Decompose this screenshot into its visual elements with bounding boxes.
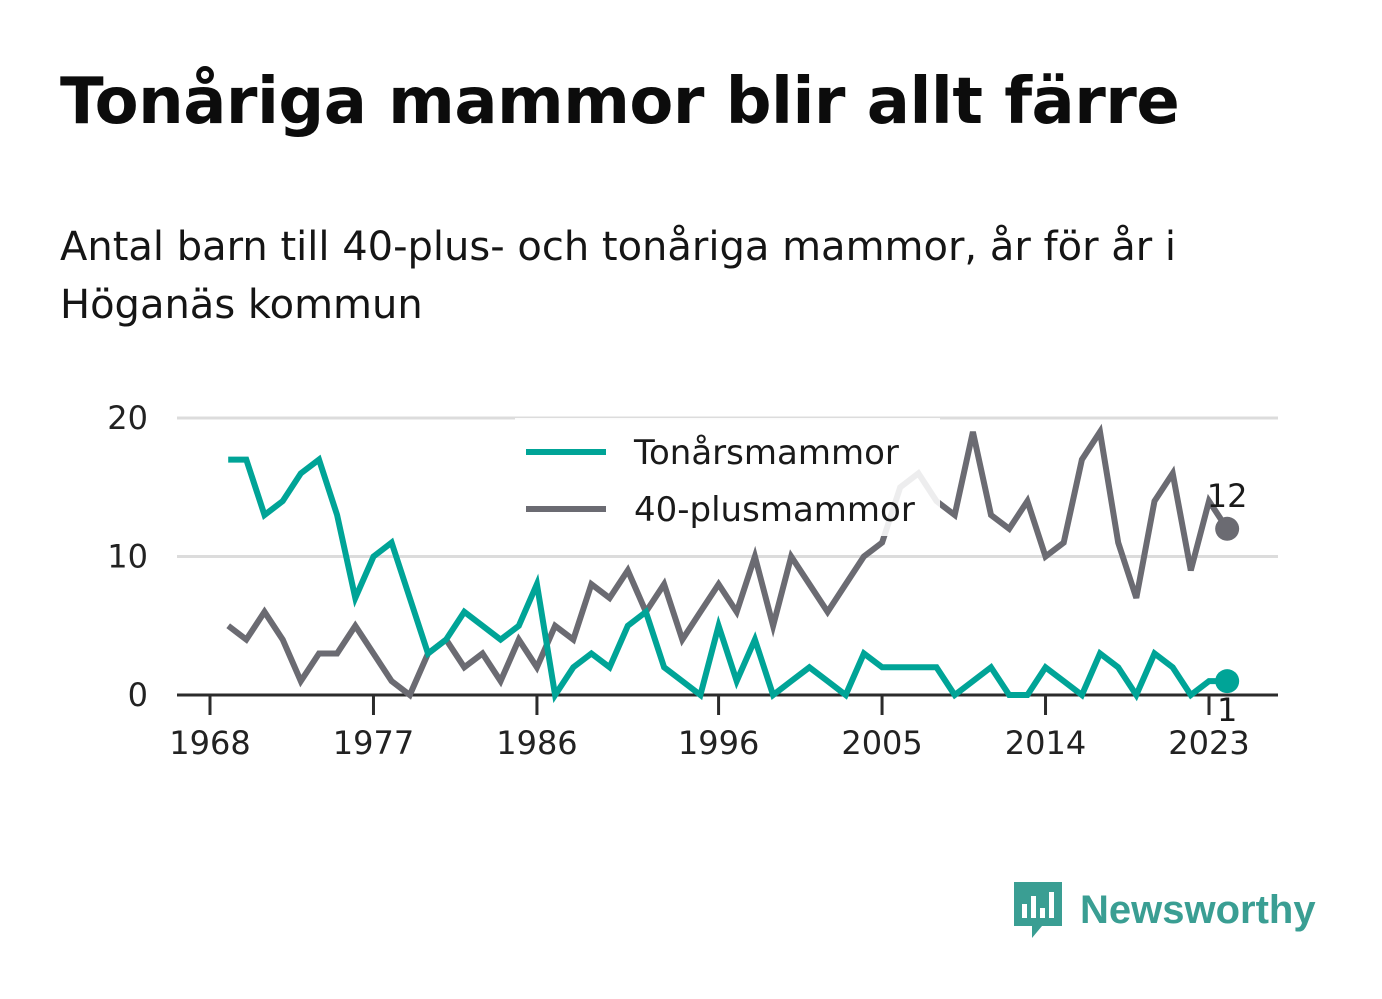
- legend-label: 40-plusmammor: [634, 490, 915, 530]
- end-point-marker: [1215, 669, 1240, 694]
- end-point-markers: 1 12: [1207, 477, 1248, 729]
- y-tick-label: 20: [107, 399, 148, 437]
- x-tick-label: 1977: [333, 724, 414, 762]
- x-tick-label: 2005: [841, 724, 922, 762]
- bar-chart-speech-bubble-icon: [1014, 882, 1062, 938]
- end-value-label: 12: [1207, 477, 1248, 515]
- x-tick-label: 2014: [1005, 724, 1086, 762]
- legend: Tonårsmammor 40-plusmammor: [515, 418, 940, 536]
- brand-logo: Newsworthy: [1012, 880, 1316, 940]
- brand-name: Newsworthy: [1080, 887, 1316, 932]
- legend-box: [515, 418, 940, 536]
- chart-title: Tonåriga mammor blir allt färre: [60, 65, 1180, 139]
- end-point-marker: [1215, 516, 1240, 541]
- chart-subtitle: Antal barn till 40-plus- och tonåriga ma…: [60, 224, 1177, 328]
- series-lines: [226, 423, 1230, 704]
- x-tick-label: 2023: [1168, 724, 1249, 762]
- y-axis-ticks: 0 10 20: [107, 399, 148, 714]
- x-axis: 1968 1977 1986 1996 2005 2014 2023: [169, 695, 1250, 762]
- y-tick-label: 0: [128, 676, 148, 714]
- series-line-40-plusmammor: [226, 423, 1230, 700]
- legend-label: Tonårsmammor: [633, 433, 899, 473]
- x-tick-label: 1996: [678, 724, 759, 762]
- series-line-tonarsmammor: [228, 454, 1228, 704]
- x-tick-label: 1986: [496, 724, 577, 762]
- y-tick-label: 10: [107, 538, 148, 576]
- end-value-label: 1: [1217, 691, 1237, 729]
- x-tick-label: 1968: [169, 724, 250, 762]
